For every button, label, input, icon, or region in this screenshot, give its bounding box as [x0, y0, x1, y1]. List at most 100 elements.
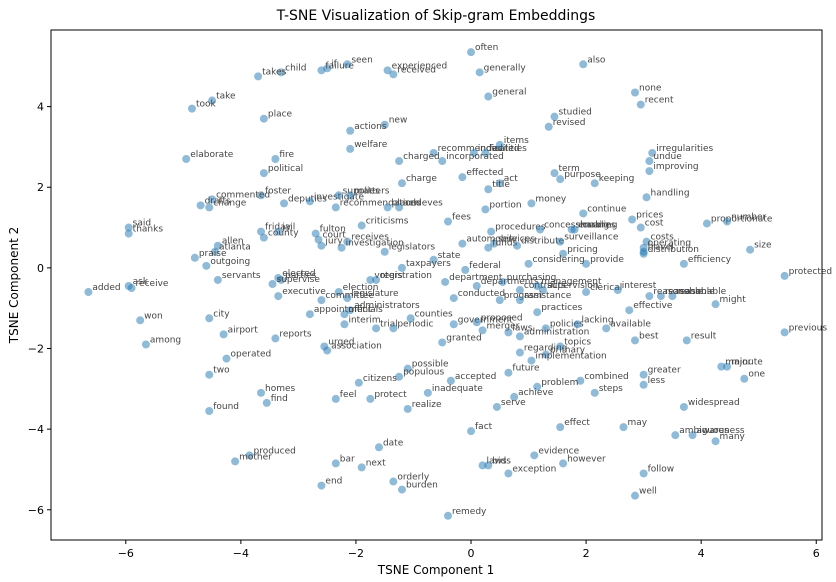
data-point: [515, 286, 524, 295]
data-point: [245, 451, 254, 460]
point-label: charge: [406, 174, 437, 184]
point-label: conducted: [458, 289, 505, 299]
data-point: [187, 104, 196, 113]
data-point: [645, 157, 654, 166]
data-point: [441, 277, 450, 286]
point-label: populous: [403, 368, 444, 378]
x-tick-label: 4: [698, 547, 705, 560]
data-point: [357, 463, 366, 472]
point-label: supervision: [547, 281, 599, 291]
data-point: [495, 179, 504, 188]
data-point: [487, 227, 496, 236]
point-label: criticisms: [366, 217, 409, 227]
x-tick-label: −6: [118, 547, 134, 560]
data-point: [397, 263, 406, 272]
point-label: fees: [452, 213, 471, 223]
data-point: [723, 217, 732, 226]
data-point: [619, 423, 628, 432]
point-label: administrators: [354, 301, 420, 311]
point-label: distribute: [521, 237, 565, 247]
point-label: executive: [282, 287, 326, 297]
data-point: [366, 394, 375, 403]
point-label: legislature: [351, 289, 399, 299]
point-label: welfare: [354, 140, 388, 150]
data-point: [544, 122, 553, 131]
data-point: [631, 336, 640, 345]
point-label: political: [268, 164, 303, 174]
y-tick-label: −2: [28, 342, 44, 355]
point-label: state: [438, 251, 461, 261]
point-label: produced: [254, 446, 296, 456]
point-label: widespread: [688, 398, 740, 408]
data-point: [182, 155, 191, 164]
data-point: [475, 68, 484, 77]
data-point: [444, 217, 453, 226]
point-label: jail: [281, 223, 295, 233]
point-label: court: [323, 231, 347, 241]
point-label: protect: [374, 390, 407, 400]
data-point: [648, 148, 657, 157]
data-point: [688, 431, 697, 440]
data-point: [337, 243, 346, 252]
point-label: might: [720, 295, 747, 305]
point-label: federal: [469, 261, 501, 271]
point-label: general: [492, 88, 526, 98]
data-point: [740, 374, 749, 383]
data-point: [711, 300, 720, 309]
point-label: bar: [340, 454, 355, 464]
point-label: regarding: [524, 344, 567, 354]
point-label: operating: [648, 239, 691, 249]
point-label: topics: [564, 337, 591, 347]
x-tick-label: 6: [813, 547, 820, 560]
data-point: [533, 308, 542, 317]
point-label: appointment: [314, 305, 372, 315]
data-point: [524, 259, 533, 268]
data-point: [642, 237, 651, 246]
point-label: merger: [487, 321, 520, 331]
point-label: continue: [587, 204, 627, 214]
point-label: trial: [380, 319, 398, 329]
y-tick-label: 2: [37, 181, 44, 194]
data-point: [346, 306, 355, 315]
point-label: cost: [645, 219, 664, 229]
data-point: [602, 324, 611, 333]
point-label: outgoing: [210, 257, 250, 267]
point-label: won: [144, 311, 163, 321]
point-label: reasonable: [653, 287, 703, 297]
point-label: money: [535, 194, 567, 204]
point-label: practices: [541, 303, 582, 313]
data-point: [530, 451, 539, 460]
point-label: implementation: [535, 352, 606, 362]
data-point: [277, 275, 286, 284]
data-point: [515, 332, 524, 341]
data-point: [573, 320, 582, 329]
data-point: [331, 459, 340, 468]
data-point: [314, 235, 323, 244]
point-label: receive: [136, 279, 169, 289]
x-tick-label: 0: [468, 547, 475, 560]
point-label: received: [397, 65, 436, 75]
data-point: [429, 255, 438, 264]
point-label: praise: [199, 249, 227, 259]
point-label: orderly: [397, 473, 429, 483]
point-label: may: [627, 418, 647, 428]
point-label: friday: [265, 223, 292, 233]
y-tick-label: −6: [28, 504, 44, 517]
data-point: [467, 427, 476, 436]
data-point: [380, 120, 389, 129]
data-point: [213, 275, 222, 284]
point-label: thanks: [133, 225, 164, 235]
data-point: [668, 292, 677, 301]
data-point: [84, 288, 93, 297]
point-label: problem: [541, 378, 578, 388]
point-label: recommendations: [340, 198, 422, 208]
point-label: combined: [584, 372, 628, 382]
point-label: city: [213, 309, 230, 319]
point-label: operated: [230, 350, 271, 360]
data-point: [397, 179, 406, 188]
point-label: homes: [265, 384, 296, 394]
data-point: [257, 388, 266, 397]
point-label: taxpayers: [406, 259, 451, 269]
point-label: government: [458, 315, 513, 325]
data-point: [257, 227, 266, 236]
